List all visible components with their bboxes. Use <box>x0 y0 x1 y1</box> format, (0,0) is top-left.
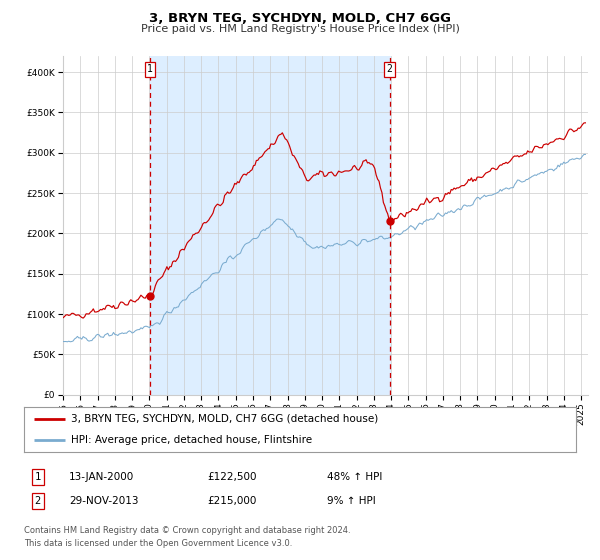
Text: 2: 2 <box>386 64 392 74</box>
Text: Contains HM Land Registry data © Crown copyright and database right 2024.: Contains HM Land Registry data © Crown c… <box>24 526 350 535</box>
Text: 48% ↑ HPI: 48% ↑ HPI <box>327 472 382 482</box>
Text: 3, BRYN TEG, SYCHDYN, MOLD, CH7 6GG: 3, BRYN TEG, SYCHDYN, MOLD, CH7 6GG <box>149 12 451 25</box>
Bar <box>150 56 389 395</box>
Text: 1: 1 <box>35 472 41 482</box>
Text: Price paid vs. HM Land Registry's House Price Index (HPI): Price paid vs. HM Land Registry's House … <box>140 24 460 34</box>
Text: 3, BRYN TEG, SYCHDYN, MOLD, CH7 6GG (detached house): 3, BRYN TEG, SYCHDYN, MOLD, CH7 6GG (det… <box>71 414 378 424</box>
Text: This data is licensed under the Open Government Licence v3.0.: This data is licensed under the Open Gov… <box>24 539 292 548</box>
Text: 2: 2 <box>35 496 41 506</box>
Text: 13-JAN-2000: 13-JAN-2000 <box>69 472 134 482</box>
Text: 9% ↑ HPI: 9% ↑ HPI <box>327 496 376 506</box>
Text: £215,000: £215,000 <box>207 496 256 506</box>
Text: 1: 1 <box>147 64 153 74</box>
Text: 29-NOV-2013: 29-NOV-2013 <box>69 496 139 506</box>
Text: £122,500: £122,500 <box>207 472 257 482</box>
Text: HPI: Average price, detached house, Flintshire: HPI: Average price, detached house, Flin… <box>71 435 312 445</box>
